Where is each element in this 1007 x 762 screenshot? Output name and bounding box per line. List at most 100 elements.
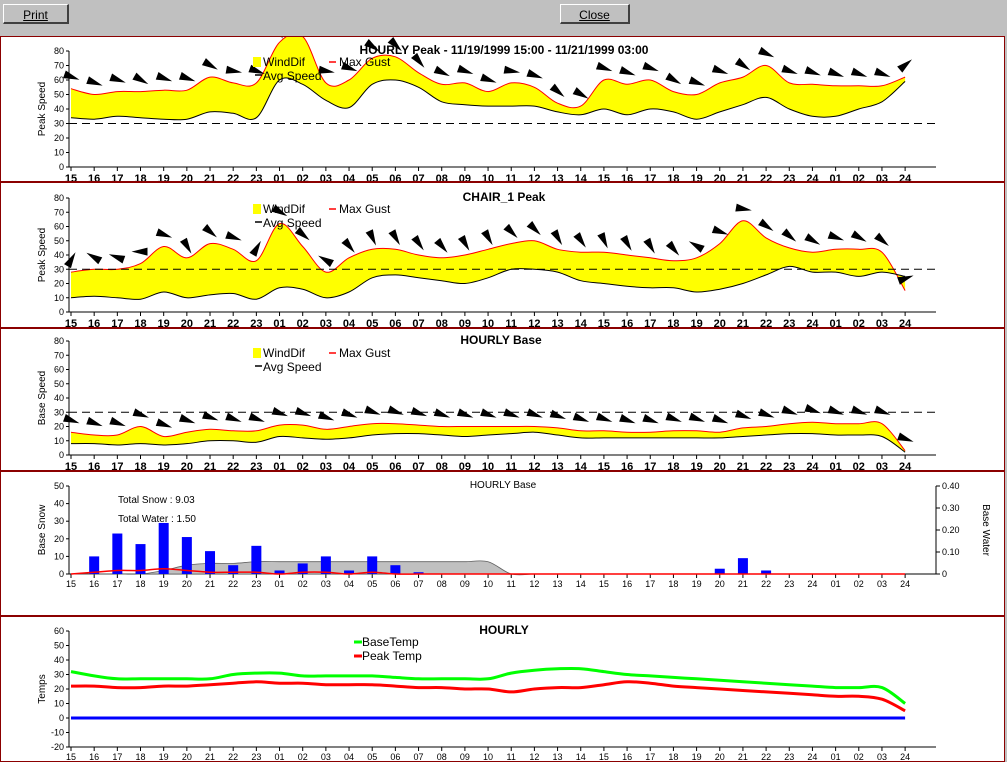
x-tick-label: 08 [436, 173, 448, 181]
x-tick-label: 12 [528, 318, 540, 327]
x-tick-label: 02 [854, 752, 864, 761]
snow-bar [320, 556, 331, 574]
wind-direction-arrow [411, 52, 425, 68]
wind-direction-arrow [410, 406, 428, 417]
x-tick-label: 24 [899, 318, 912, 327]
x-tick-label: 20 [714, 173, 726, 181]
print-button[interactable]: Print [3, 4, 69, 24]
x-tick-label: 15 [599, 579, 609, 589]
y-tick-label: 30 [54, 264, 64, 274]
snow-bar [390, 565, 401, 574]
print-button-label: Print [23, 8, 48, 22]
x-tick-label: 02 [853, 461, 865, 470]
x-tick-label: 01 [829, 461, 841, 470]
wind-direction-arrow [734, 409, 752, 419]
wind-direction-arrow [155, 418, 173, 428]
snow-bar [228, 565, 239, 574]
legend-winddif-swatch [253, 204, 261, 214]
x-tick-label: 04 [343, 318, 356, 327]
y-axis-label: Peak Speed [37, 82, 48, 137]
y-tick-label: 0 [59, 569, 64, 579]
wind-direction-arrow [665, 72, 682, 85]
x-tick-label: 22 [227, 461, 239, 470]
x-tick-label: 22 [760, 461, 772, 470]
x-tick-label: 19 [159, 579, 169, 589]
x-tick-label: 17 [645, 579, 655, 589]
x-tick-label: 24 [806, 318, 819, 327]
wind-direction-arrow [365, 229, 377, 246]
x-tick-label: 17 [111, 318, 123, 327]
x-tick-label: 16 [621, 461, 633, 470]
x-tick-label: 16 [88, 461, 100, 470]
y-axis-label: Peak Speed [37, 228, 48, 283]
x-tick-label: 02 [297, 173, 309, 181]
wind-direction-arrow [642, 414, 659, 424]
x-tick-label: 11 [505, 318, 517, 327]
x-tick-label: 22 [760, 318, 772, 327]
x-tick-label: 02 [853, 318, 865, 327]
x-tick-label: 11 [505, 461, 517, 470]
snow-bar [181, 537, 192, 574]
x-tick-label: 16 [88, 318, 100, 327]
x-tick-label: 02 [297, 461, 309, 470]
wind-direction-arrow [225, 231, 242, 241]
x-tick-label: 13 [551, 173, 563, 181]
wind-direction-arrow [734, 57, 751, 71]
wind-direction-arrow [804, 404, 821, 414]
x-tick-label: 13 [551, 461, 563, 470]
x-tick-label: 12 [529, 579, 539, 589]
x-tick-label: 01 [829, 173, 841, 181]
close-button[interactable]: Close [560, 4, 630, 24]
x-tick-label: 18 [667, 461, 679, 470]
legend-winddif-swatch [253, 57, 261, 67]
wind-direction-arrow [86, 76, 103, 86]
x-tick-label: 04 [344, 752, 354, 761]
wind-direction-arrow [572, 412, 590, 422]
x-tick-label: 19 [158, 461, 170, 470]
snow-bar [112, 533, 123, 574]
x-tick-label: 18 [668, 752, 678, 761]
wind-direction-arrow [620, 234, 632, 251]
temps-chart-panel: -20 -10 0 10 20 30 40 50 60 15 16 17 18 19 20 21 22 23 01 0… [0, 616, 1005, 762]
hourly-peak-chart-panel: 0 10 20 30 40 50 60 70 80 15 16 17 18 19 20 21 22 23 01 02 0… [0, 36, 1005, 182]
x-tick-label: 03 [876, 461, 888, 470]
wind-direction-arrow [711, 414, 729, 424]
x-tick-label: 23 [250, 173, 262, 181]
x-tick-label: 21 [204, 173, 216, 181]
right-y-tick-label: 0.20 [942, 525, 960, 535]
wind-direction-arrow [411, 234, 424, 251]
x-tick-label: 13 [553, 752, 563, 761]
x-tick-label: 21 [737, 173, 749, 181]
y-tick-label: 30 [54, 516, 64, 526]
x-tick-label: 22 [228, 579, 238, 589]
x-tick-label: 03 [320, 173, 332, 181]
x-tick-label: 20 [182, 752, 192, 761]
x-tick-label: 07 [414, 752, 424, 761]
x-tick-label: 24 [900, 752, 910, 761]
hourly-base-chart-panel: 0 10 20 30 40 50 60 70 80 15 16 17 18 19 20 21 22 23 01 02 0… [0, 328, 1005, 471]
snow-bar [737, 558, 748, 574]
x-tick-label: 03 [876, 318, 888, 327]
snow-bar [251, 545, 262, 574]
legend-avg-speed-label: Avg Speed [263, 216, 322, 230]
x-tick-label: 05 [367, 579, 377, 589]
x-tick-label: 22 [761, 579, 771, 589]
peak-temp-line [70, 680, 906, 713]
x-tick-label: 15 [66, 579, 76, 589]
x-tick-label: 01 [275, 752, 285, 761]
x-tick-label: 12 [528, 173, 540, 181]
x-tick-label: 16 [622, 752, 632, 761]
wind-direction-arrow [897, 432, 914, 442]
wind-direction-arrow [595, 412, 613, 422]
wind-direction-arrow [781, 228, 797, 242]
chart-title: HOURLY Base [470, 480, 537, 491]
wind-direction-arrow [711, 64, 729, 74]
wind-direction-arrow [665, 240, 680, 256]
x-tick-label: 14 [575, 461, 588, 470]
x-tick-label: 03 [876, 173, 888, 181]
x-tick-label: 21 [205, 752, 215, 761]
chair1-peak-chart-panel: 0 10 20 30 40 50 60 70 80 15 16 17 18 19 20 21 22 23 01 02 0… [0, 182, 1005, 328]
legend-avg-speed-label: Avg Speed [263, 360, 322, 374]
x-tick-label: 01 [273, 173, 285, 181]
